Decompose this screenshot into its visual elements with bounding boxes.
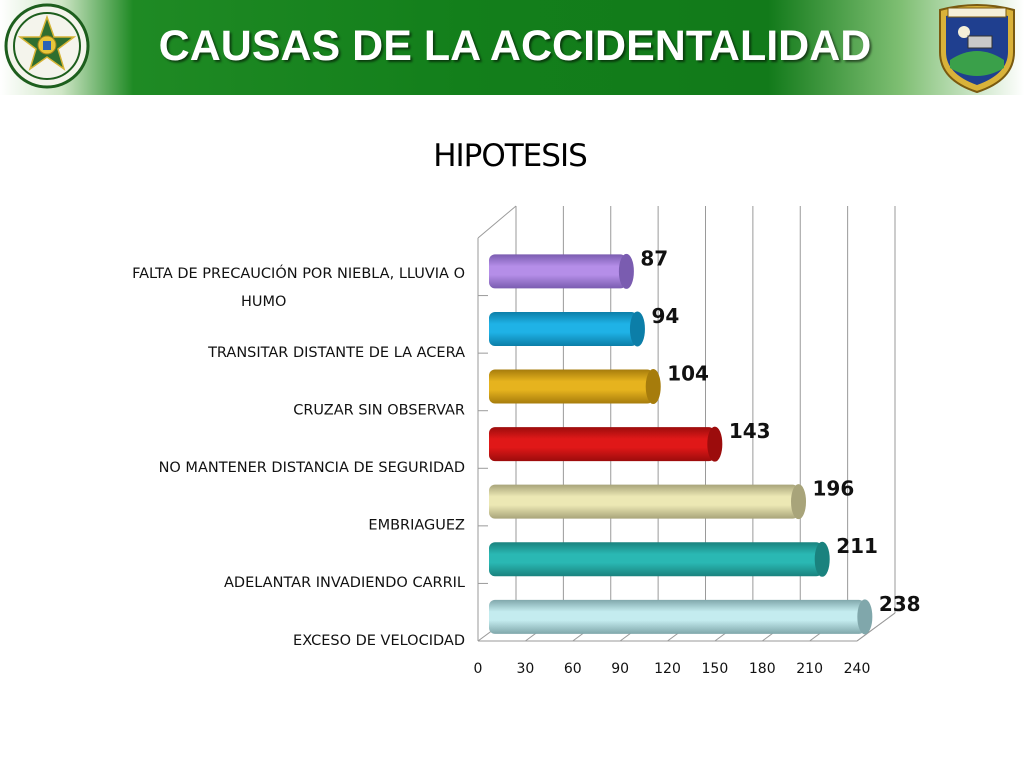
- bar: [489, 484, 799, 519]
- bar: [489, 542, 823, 577]
- category-label: ADELANTAR INVADIENDO CARRIL: [224, 575, 465, 591]
- transit-police-shield-icon: [939, 4, 1015, 94]
- data-label: 104: [667, 362, 709, 386]
- page-title: CAUSAS DE LA ACCIDENTALIDAD: [158, 22, 872, 70]
- category-label: EXCESO DE VELOCIDAD: [293, 633, 465, 649]
- chart-labels: 0 30 60 90 120 150 180 210 240 87 FALTA DE PRECAUC…: [132, 246, 921, 677]
- data-label: 196: [813, 477, 855, 501]
- category-label: CRUZAR SIN OBSERVAR: [293, 403, 465, 419]
- category-label: NO MANTENER DISTANCIA DE SEGURIDAD: [159, 460, 465, 476]
- bar-end-cap: [814, 541, 830, 577]
- x-tick-label: 0: [474, 661, 483, 677]
- police-seal-icon: [4, 3, 90, 89]
- axis-line: [856, 612, 896, 642]
- bar: [489, 427, 715, 462]
- bar: [489, 369, 654, 404]
- bar: [489, 311, 638, 346]
- bar-end-cap: [791, 484, 807, 520]
- x-tick-label: 180: [749, 661, 776, 677]
- category-label: EMBRIAGUEZ: [368, 518, 465, 534]
- x-tick-label: 240: [844, 661, 871, 677]
- header-banner: [0, 0, 1024, 95]
- bar: [489, 254, 627, 289]
- bar-end-cap: [618, 253, 634, 289]
- x-tick-label: 150: [702, 661, 729, 677]
- chart-bars: [489, 253, 873, 635]
- axis-line: [477, 205, 517, 239]
- category-label: FALTA DE PRECAUCIÓN POR NIEBLA, LLUVIA O: [132, 264, 465, 282]
- x-tick-label: 120: [654, 661, 681, 677]
- category-label: HUMO: [241, 294, 286, 310]
- bar-end-cap: [629, 311, 645, 347]
- x-tick-label: 210: [796, 661, 823, 677]
- bar-end-cap: [645, 369, 661, 405]
- data-label: 238: [879, 592, 921, 616]
- bar-end-cap: [707, 426, 723, 462]
- bar: [489, 599, 865, 634]
- data-label: 143: [729, 419, 771, 443]
- data-label: 94: [651, 304, 679, 328]
- chart-title: HIPOTESIS: [433, 138, 588, 174]
- data-label: 87: [640, 246, 668, 270]
- x-tick-label: 30: [516, 661, 534, 677]
- data-label: 211: [836, 534, 878, 558]
- bar-end-cap: [857, 599, 873, 635]
- category-label: TRANSITAR DISTANTE DE LA ACERA: [207, 345, 465, 361]
- x-tick-label: 90: [611, 661, 629, 677]
- x-tick-label: 60: [564, 661, 582, 677]
